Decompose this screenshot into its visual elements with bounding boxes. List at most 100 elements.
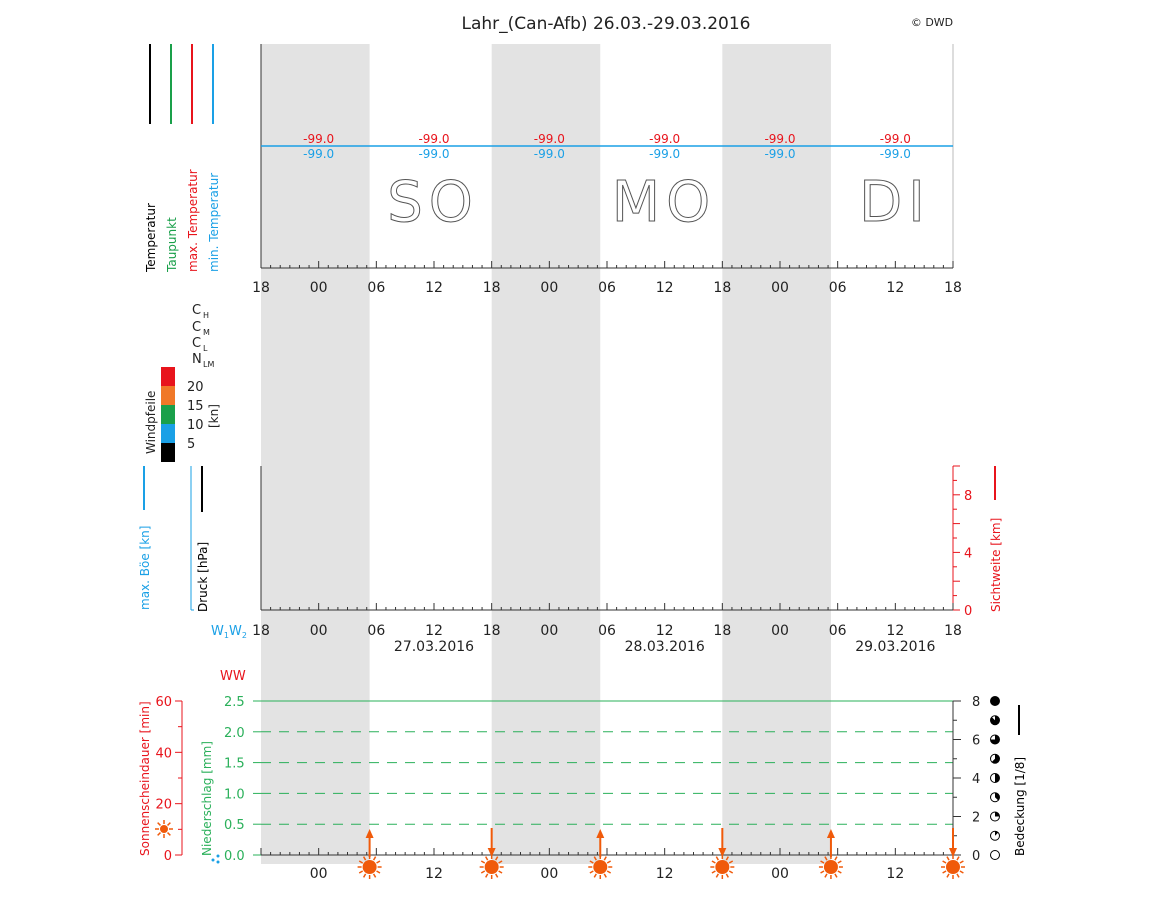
sun-ray [606, 860, 612, 864]
sun-disc [823, 860, 838, 874]
sun-ray [820, 870, 825, 874]
hour-tick-label: 06 [367, 623, 385, 639]
sun-ray [603, 856, 607, 861]
cloud-ch-symbol: C [192, 303, 201, 318]
hour-tick-label: 12 [425, 623, 443, 639]
cloud-cl-subscript: L [203, 344, 208, 353]
sun-ray [358, 870, 364, 874]
arrow-head [949, 848, 957, 857]
precip-tick-label: 0.5 [224, 818, 245, 833]
sun-ray [711, 870, 716, 874]
sun-disc [160, 825, 168, 833]
sun-ray [603, 873, 607, 878]
wind-scale-swatch [161, 405, 175, 424]
sunshine-tick-label: 40 [155, 746, 172, 761]
min-temp-value-label: -99.0 [880, 147, 911, 161]
arrow-head [487, 848, 496, 857]
max-temp-value-label: -99.0 [418, 132, 449, 146]
sun-ray [372, 873, 377, 878]
cover-tick-label: 2 [972, 811, 980, 826]
sun-ray [711, 860, 716, 864]
sun-ray [495, 873, 499, 878]
sun-ray [495, 856, 499, 861]
sun-ray [157, 822, 161, 826]
sun-ray [167, 822, 171, 826]
cloud-cl-symbol: C [192, 336, 201, 351]
hour-tick-label: 18 [483, 280, 501, 296]
sun-ray [715, 856, 719, 861]
chart-title: Lahr_(Can-Afb) 26.03.-29.03.2016 [462, 14, 751, 34]
bottom-hour-label: 12 [656, 866, 674, 882]
cloud-ch-subscript: H [203, 311, 209, 320]
night-band-temp-2 [722, 44, 831, 268]
bedeckung-label: Bedeckung [1/8] [1013, 757, 1027, 856]
arrow-head [718, 848, 727, 857]
wind-scale-swatch [161, 443, 175, 462]
wind-speed-color-scale: 20 15 10 5 [161, 367, 204, 462]
hour-tick-label: 18 [713, 280, 731, 296]
cover-tick-label: 6 [972, 734, 980, 749]
wind-scale-label: 5 [187, 437, 195, 452]
niederschlag-label: Niederschlag [mm] [200, 741, 214, 856]
sun-disc [362, 860, 377, 874]
cloud-legend: C H C M C L N LM [192, 303, 214, 369]
sun-ray [837, 870, 842, 874]
max-temp-value-label: -99.0 [534, 132, 565, 146]
sun-ray [485, 856, 489, 861]
cloud-n-subscript: LM [203, 360, 214, 369]
wind-unit-label: [kn] [207, 404, 221, 428]
cloud-cm-subscript: M [203, 328, 210, 337]
sunset-marker [479, 828, 504, 879]
arrow-head [826, 829, 835, 838]
hour-tick-label: 06 [598, 623, 616, 639]
sun-ray [725, 856, 729, 861]
octa-symbol [990, 850, 1000, 860]
hour-tick-label: 06 [829, 280, 847, 296]
octa-fill [995, 773, 1000, 783]
visibility-tick-label: 8 [964, 489, 972, 504]
cover-tick-label: 8 [972, 695, 980, 710]
sun-disc [593, 860, 608, 874]
precip-tick-label: 1.5 [224, 757, 245, 772]
hour-tick-label: 00 [540, 623, 558, 639]
min-temp-value-label: -99.0 [649, 147, 680, 161]
precipitation-axis-ticks: 0.0 0.5 1.0 1.5 2.0 2.5 [224, 695, 261, 864]
sun-ray [498, 870, 503, 874]
cover-tick-label: 0 [972, 849, 980, 864]
sun-ray [728, 860, 734, 864]
night-band-temp-0 [261, 44, 370, 268]
temp-axis-hour-labels: 18 00 06 12 18 00 06 12 18 00 06 12 18 [252, 280, 962, 296]
bottom-hour-label: 00 [540, 866, 558, 882]
sun-ray [824, 873, 828, 878]
sun-ray [959, 870, 964, 874]
sun-ray [498, 860, 503, 864]
hour-tick-label: 12 [656, 623, 674, 639]
sun-ray [728, 870, 734, 874]
hour-tick-label: 12 [425, 280, 443, 296]
sun-disc [946, 860, 960, 874]
max-temp-value-label: -99.0 [303, 132, 334, 146]
date-label: 28.03.2016 [625, 639, 705, 655]
precip-tick-label: 2.5 [224, 695, 245, 710]
visibility-tick-label: 0 [964, 604, 972, 619]
sun-ray [376, 870, 381, 874]
wind-scale-swatch [161, 386, 175, 405]
hour-tick-label: 18 [944, 280, 962, 296]
max-temp-value-label: -99.0 [764, 132, 795, 146]
sun-ray [606, 870, 612, 874]
wind-scale-swatch [161, 367, 175, 386]
hour-tick-label: 12 [886, 623, 904, 639]
wind-scale-swatch [161, 424, 175, 443]
sun-ray [956, 856, 960, 861]
octa-fill [990, 735, 1000, 744]
sun-ray [725, 873, 729, 878]
octa-fill [990, 715, 1000, 725]
bottom-hour-label: 12 [886, 866, 904, 882]
night-band-lower-0 [261, 268, 370, 864]
sun-ray [834, 856, 838, 861]
day-label-sunday: SO [387, 170, 479, 235]
max-temp-value-label: -99.0 [880, 132, 911, 146]
hour-tick-label: 00 [771, 623, 789, 639]
sun-icon [155, 820, 173, 838]
